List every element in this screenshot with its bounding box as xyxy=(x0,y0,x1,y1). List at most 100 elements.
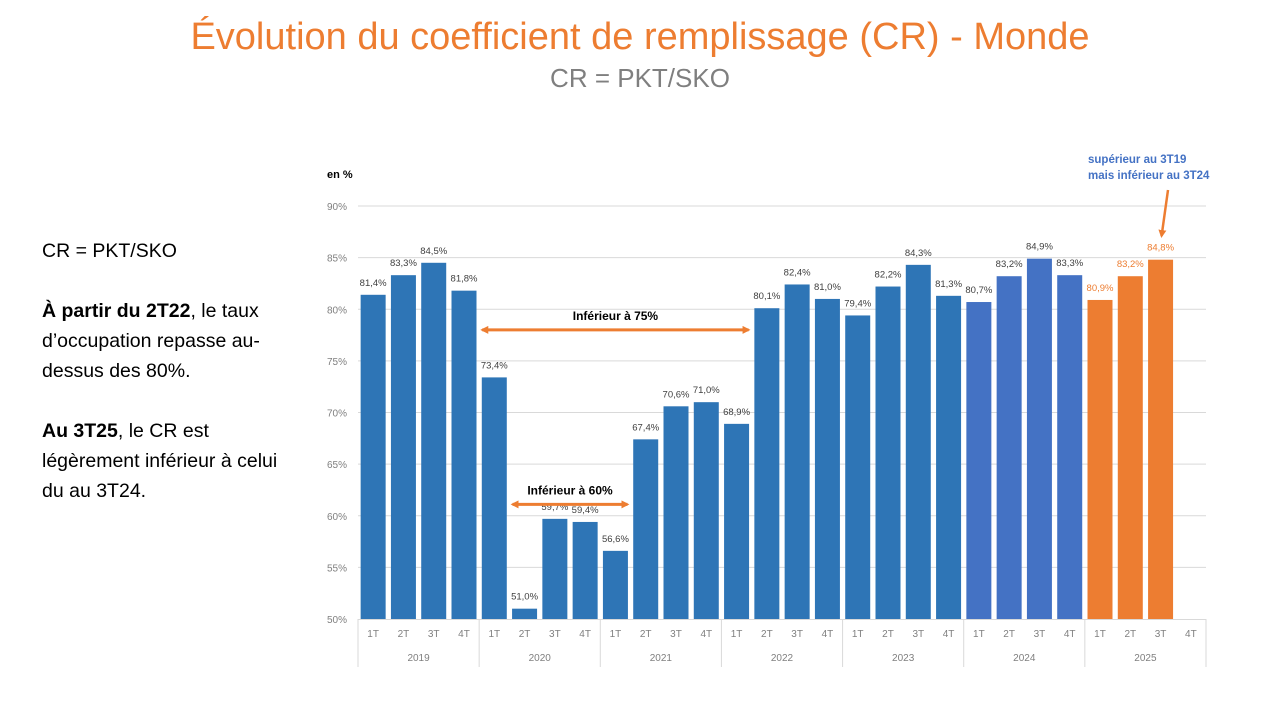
annotations: Inférieur à 75% Inférieur à 60% supérieur … xyxy=(480,154,1210,509)
x-tick-year: 2024 xyxy=(1013,653,1036,664)
bar-2020-1T xyxy=(481,377,507,619)
data-label: 51,0% xyxy=(511,592,538,603)
data-label: 81,8% xyxy=(451,274,478,285)
x-tick-quarter: 1T xyxy=(973,629,985,640)
x-tick-year: 2025 xyxy=(1134,653,1157,664)
y-tick-label: 85% xyxy=(327,254,347,265)
side-p2-bold: Au 3T25 xyxy=(42,420,118,442)
data-label: 68,9% xyxy=(723,407,750,418)
y-tick-label: 75% xyxy=(327,357,347,368)
side-p1-rest: , le taux d’occupation repasse au-dessus… xyxy=(42,300,260,382)
bar-2019-1T xyxy=(360,294,386,619)
data-label: 84,8% xyxy=(1147,243,1174,254)
bar-2022-3T xyxy=(784,284,810,619)
bar-series xyxy=(360,258,1174,619)
callout-text: mais inférieur au 3T24 xyxy=(1088,170,1210,182)
x-tick-quarter: 3T xyxy=(428,629,440,640)
y-tick-label: 50% xyxy=(327,615,347,626)
data-label: 81,3% xyxy=(935,279,962,290)
x-tick-quarter: 3T xyxy=(1155,629,1167,640)
x-tick-quarter: 2T xyxy=(882,629,894,640)
bar-2022-1T xyxy=(724,423,750,619)
bar-2023-4T xyxy=(936,295,962,619)
data-label: 79,4% xyxy=(844,298,871,309)
bar-2025-2T xyxy=(1117,276,1143,619)
page-title: Évolution du coefficient de remplissage … xyxy=(190,16,1090,58)
bar-2024-2T xyxy=(996,276,1022,619)
bar-2022-2T xyxy=(754,308,780,619)
bar-2023-1T xyxy=(845,315,871,619)
x-tick-quarter: 2T xyxy=(398,629,410,640)
x-tick-quarter: 1T xyxy=(852,629,864,640)
side-p2-rest: , le CR est légèrement inférieur à celui… xyxy=(42,420,278,502)
x-tick-quarter: 1T xyxy=(367,629,379,640)
x-tick-quarter: 4T xyxy=(822,629,834,640)
y-axis-unit-label: en % xyxy=(327,169,353,181)
x-tick-quarter: 2T xyxy=(519,629,531,640)
data-label: 83,3% xyxy=(390,258,417,269)
y-axis: 50% 55% 60% 65% 70% 75% 80% 85% 90% xyxy=(327,202,347,626)
bar-2020-3T xyxy=(542,518,568,619)
x-tick-quarter: 3T xyxy=(670,629,682,640)
data-label: 83,3% xyxy=(1056,258,1083,269)
x-tick-quarter: 1T xyxy=(1094,629,1106,640)
callout-text: supérieur au 3T19 xyxy=(1088,154,1186,166)
y-tick-label: 90% xyxy=(327,202,347,213)
data-labels: 81,4%83,3%84,5%81,8%73,4%51,0%59,7% 59,4%… xyxy=(360,242,1175,603)
bar-2024-4T xyxy=(1057,275,1083,619)
data-label: 84,5% xyxy=(420,246,447,257)
x-tick-quarter: 1T xyxy=(731,629,743,640)
x-axis: 1T 2T 3T 4T 2019 1T 2T 3T 4T 2020 1T 2T 3T 4T 2021 1T 2T… xyxy=(357,619,1207,667)
bar-2023-2T xyxy=(875,286,901,619)
data-label: 81,4% xyxy=(360,278,387,289)
y-tick-label: 80% xyxy=(327,305,347,316)
bar-2019-4T xyxy=(451,290,477,619)
side-paragraph-2: Au 3T25, le CR est légèrement inférieur … xyxy=(42,416,292,506)
x-tick-quarter: 3T xyxy=(791,629,803,640)
annotation-label: Inférieur à 75% xyxy=(573,309,659,323)
side-formula: CR = PKT/SKO xyxy=(42,240,177,262)
bar-2024-1T xyxy=(966,302,992,619)
bar-2025-3T xyxy=(1148,259,1174,619)
x-tick-quarter: 2T xyxy=(1124,629,1136,640)
x-tick-quarter: 4T xyxy=(943,629,955,640)
side-commentary: CR = PKT/SKO À partir du 2T22, le taux d… xyxy=(42,236,292,536)
bar-2019-2T xyxy=(390,275,416,619)
bar-2020-2T xyxy=(512,608,538,619)
x-tick-quarter: 4T xyxy=(1185,629,1197,640)
x-tick-year: 2023 xyxy=(892,653,915,664)
bar-2021-3T xyxy=(663,406,689,619)
x-tick-year: 2022 xyxy=(771,653,794,664)
data-label: 70,6% xyxy=(663,389,690,400)
bar-2021-2T xyxy=(633,439,659,619)
data-label: 80,1% xyxy=(753,291,780,302)
data-label: 71,0% xyxy=(693,385,720,396)
annotation-label: Inférieur à 60% xyxy=(527,483,613,497)
data-label: 81,0% xyxy=(814,282,841,293)
data-label: 67,4% xyxy=(632,422,659,433)
x-tick-quarter: 2T xyxy=(640,629,652,640)
x-tick-year: 2021 xyxy=(650,653,673,664)
bar-2024-3T xyxy=(1026,258,1052,619)
x-tick-quarter: 3T xyxy=(549,629,561,640)
data-label: 56,6% xyxy=(602,534,629,545)
data-label: 59,4% xyxy=(572,505,599,516)
data-label: 84,3% xyxy=(905,248,932,259)
data-label: 83,2% xyxy=(1117,259,1144,270)
x-tick-quarter: 3T xyxy=(1034,629,1046,640)
page-subtitle: CR = PKT/SKO xyxy=(550,63,730,93)
x-tick-year: 2020 xyxy=(529,653,552,664)
data-label: 82,2% xyxy=(875,270,902,281)
side-p1-bold: À partir du 2T22 xyxy=(42,300,191,322)
bar-2023-3T xyxy=(905,264,931,619)
y-tick-label: 70% xyxy=(327,409,347,420)
callout-arrow xyxy=(1158,189,1170,238)
bar-2021-4T xyxy=(693,402,719,619)
x-tick-quarter: 4T xyxy=(579,629,591,640)
x-tick-quarter: 2T xyxy=(1003,629,1015,640)
data-label: 82,4% xyxy=(784,267,811,278)
y-tick-label: 65% xyxy=(327,460,347,471)
data-label: 80,9% xyxy=(1087,283,1114,294)
bar-2021-1T xyxy=(602,550,628,619)
